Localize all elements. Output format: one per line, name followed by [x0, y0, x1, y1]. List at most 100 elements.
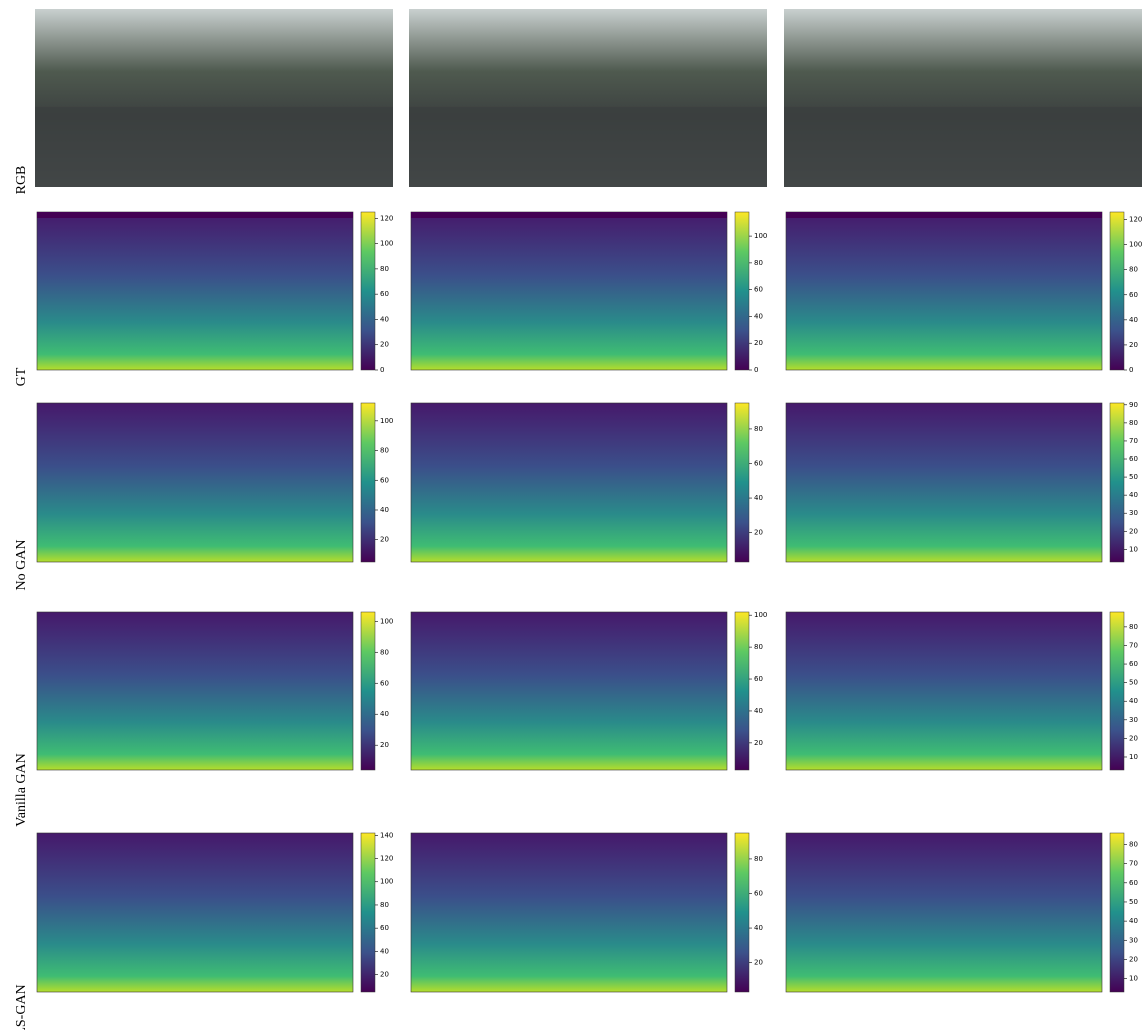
colorbar: [361, 403, 375, 562]
colorbar-tick-label: 40: [754, 312, 763, 320]
colorbar-tick-label: 40: [1129, 491, 1138, 499]
colorbar-tick-label: 20: [754, 739, 763, 747]
colorbar-tick-label: 30: [1129, 716, 1138, 724]
colorbar: [361, 833, 375, 992]
colorbar-tick-label: 30: [1129, 936, 1138, 944]
depth-map: [37, 403, 353, 562]
colorbar-tick-label: 80: [380, 648, 389, 656]
colorbar-tick-label: 80: [380, 447, 389, 455]
colorbar-tick-label: 100: [380, 617, 393, 625]
colorbar-tick-label: 100: [380, 878, 393, 886]
row-label: RGB: [14, 166, 29, 195]
colorbar-tick-label: 20: [380, 341, 389, 349]
colorbar-tick-label: 60: [380, 290, 389, 298]
colorbar-tick-label: 120: [380, 214, 393, 222]
colorbar-tick-label: 100: [754, 232, 767, 240]
depth-map: [37, 612, 353, 770]
colorbar-tick-label: 40: [754, 494, 763, 502]
colorbar-tick-label: 80: [754, 259, 763, 267]
colorbar-tick-label: 40: [1129, 917, 1138, 925]
colorbar-tick-label: 10: [1129, 975, 1138, 983]
colorbar-tick-label: 80: [1129, 266, 1138, 274]
colorbar-tick-label: 100: [1129, 241, 1142, 249]
colorbar-tick-label: 60: [1129, 455, 1138, 463]
depth-map: [411, 212, 727, 370]
colorbar-tick-label: 120: [1129, 216, 1142, 224]
colorbar-tick-label: 40: [754, 924, 763, 932]
depth-map: [786, 612, 1102, 770]
colorbar: [361, 212, 375, 370]
depth-map: [411, 612, 727, 770]
colorbar-tick-label: 60: [754, 459, 763, 467]
colorbar-tick-label: 70: [1129, 641, 1138, 649]
depth-map: [37, 212, 353, 370]
colorbar-tick-label: 60: [754, 675, 763, 683]
colorbar-tick-label: 60: [1129, 879, 1138, 887]
road: [35, 107, 393, 187]
colorbar: [1110, 612, 1124, 770]
colorbar-tick-label: 40: [380, 947, 389, 955]
colorbar-tick-label: 40: [754, 707, 763, 715]
colorbar-tick-label: 0: [380, 366, 384, 374]
colorbar-tick-label: 50: [1129, 679, 1138, 687]
colorbar-tick-label: 20: [380, 971, 389, 979]
colorbar: [1110, 833, 1124, 992]
road: [784, 107, 1142, 187]
colorbar-tick-label: 80: [754, 425, 763, 433]
colorbar-tick-label: 20: [1129, 341, 1138, 349]
colorbar-tick-label: 0: [1129, 366, 1133, 374]
colorbar-tick-label: 100: [754, 611, 767, 619]
depth-map: [411, 833, 727, 992]
colorbar-tick-label: 100: [380, 240, 393, 248]
colorbar-tick-label: 80: [754, 643, 763, 651]
depth-map: [786, 212, 1102, 370]
depth-map: [411, 403, 727, 562]
colorbar-tick-label: 80: [1129, 419, 1138, 427]
colorbar-tick-label: 20: [754, 529, 763, 537]
colorbar: [735, 212, 749, 370]
depth-map: [37, 833, 353, 992]
colorbar-tick-label: 60: [754, 286, 763, 294]
colorbar-tick-label: 0: [754, 366, 758, 374]
colorbar: [735, 833, 749, 992]
colorbar: [735, 612, 749, 770]
colorbar-tick-label: 60: [1129, 660, 1138, 668]
colorbar-tick-label: 40: [380, 710, 389, 718]
colorbar-tick-label: 20: [754, 339, 763, 347]
invalid-region: [411, 212, 727, 218]
colorbar-tick-label: 40: [380, 506, 389, 514]
colorbar-tick-label: 60: [380, 476, 389, 484]
colorbar-tick-label: 40: [1129, 697, 1138, 705]
colorbar-tick-label: 80: [380, 901, 389, 909]
colorbar-tick-label: 60: [380, 924, 389, 932]
colorbar-tick-label: 100: [380, 417, 393, 425]
colorbar-tick-label: 40: [1129, 316, 1138, 324]
row-label: LS-GAN: [14, 984, 29, 1030]
colorbar-tick-label: 60: [1129, 291, 1138, 299]
depth-map: [786, 403, 1102, 562]
colorbar-tick-label: 80: [1129, 623, 1138, 631]
colorbar-tick-label: 140: [380, 831, 393, 839]
colorbar-tick-label: 70: [1129, 437, 1138, 445]
row-label: No GAN: [14, 540, 29, 591]
colorbar: [361, 612, 375, 770]
invalid-region: [37, 212, 353, 218]
colorbar: [1110, 212, 1124, 370]
row-label: GT: [14, 367, 29, 386]
colorbar-tick-label: 50: [1129, 898, 1138, 906]
row-label: Vanilla GAN: [14, 753, 29, 827]
colorbar-tick-label: 10: [1129, 753, 1138, 761]
colorbar-tick-label: 80: [380, 265, 389, 273]
colorbar-tick-label: 20: [754, 959, 763, 967]
depth-map: [786, 833, 1102, 992]
colorbar: [1110, 403, 1124, 562]
invalid-region: [786, 212, 1102, 218]
colorbar-tick-label: 60: [754, 889, 763, 897]
colorbar-tick-label: 40: [380, 315, 389, 323]
colorbar-tick-label: 20: [1129, 734, 1138, 742]
colorbar-tick-label: 20: [1129, 527, 1138, 535]
colorbar-tick-label: 20: [380, 741, 389, 749]
colorbar-tick-label: 20: [1129, 955, 1138, 963]
colorbar-tick-label: 70: [1129, 860, 1138, 868]
colorbar-tick-label: 80: [1129, 840, 1138, 848]
